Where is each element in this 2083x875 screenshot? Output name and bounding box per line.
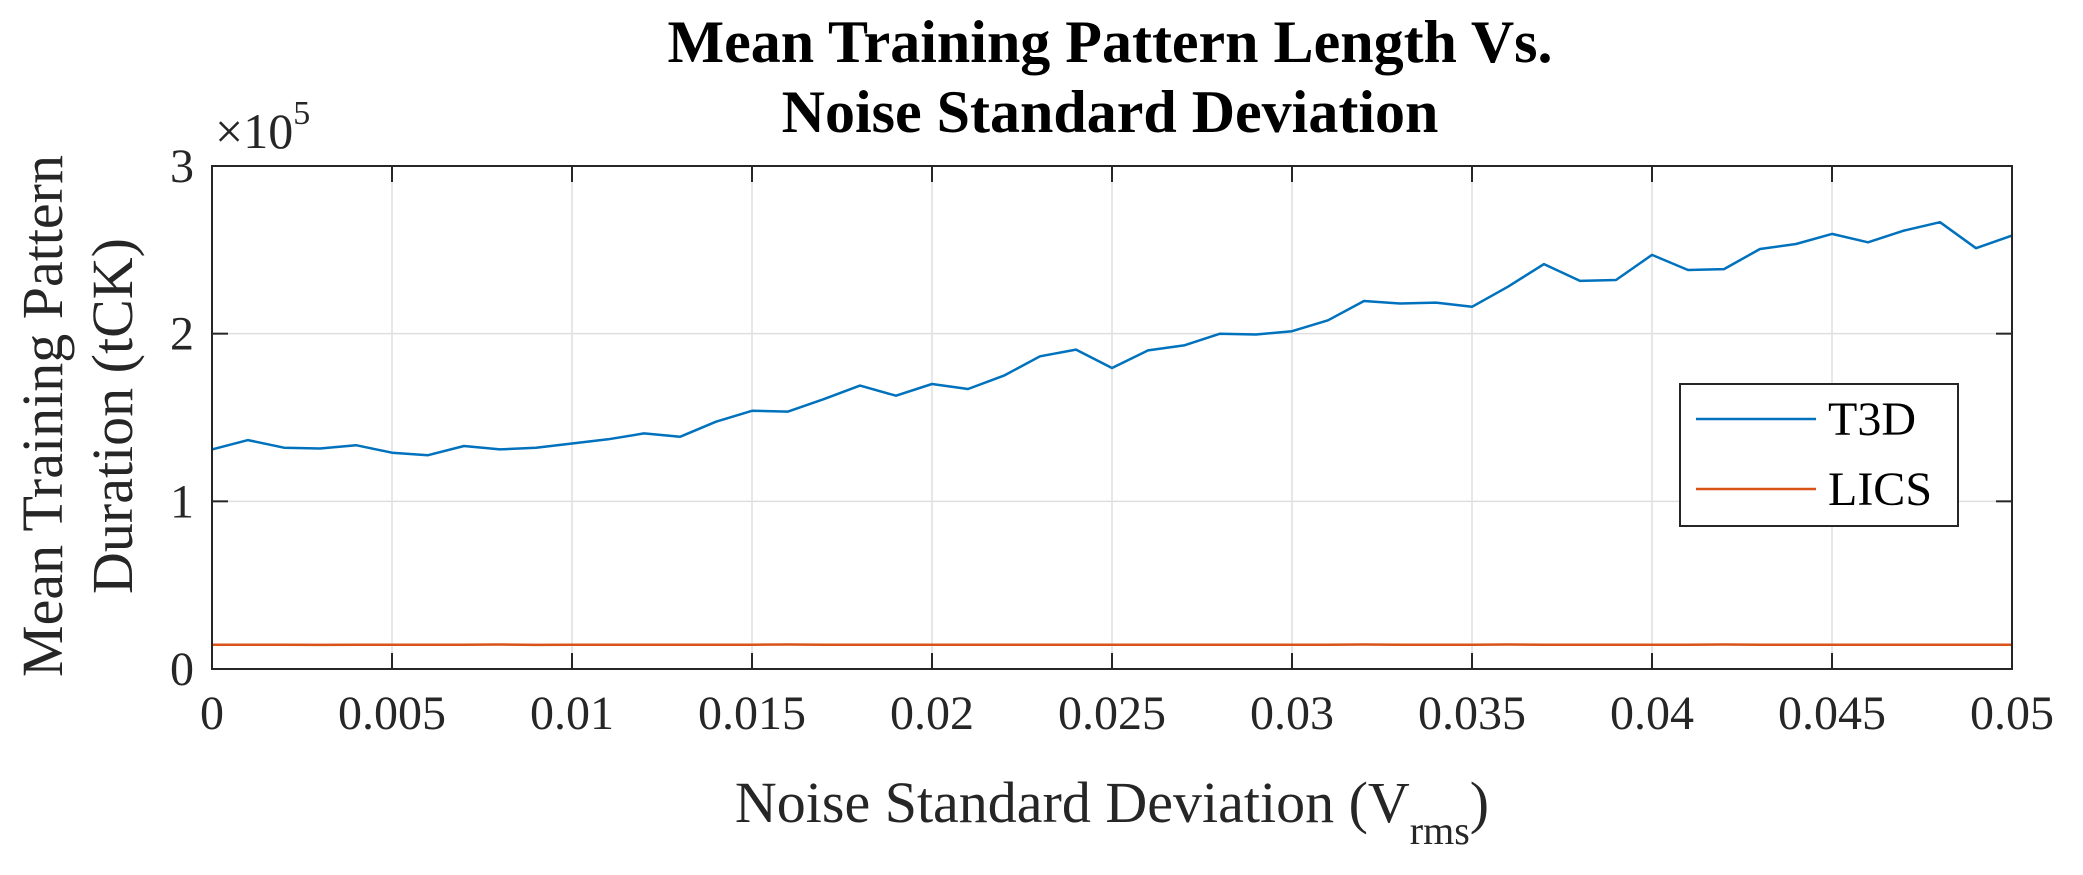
x-tick-label: 0.045 (1778, 687, 1886, 740)
x-tick-label: 0.02 (890, 687, 974, 740)
y-exponent-label: ×105 (215, 95, 310, 159)
y-tick-label: 2 (170, 308, 194, 361)
series-line-t3d (211, 220, 2013, 457)
series-lines (211, 220, 2013, 647)
legend-label-lics: LICS (1828, 463, 1932, 516)
x-tick-label: 0.04 (1610, 687, 1694, 740)
y-axis-label: Mean Training Pattern Duration (tCK) (10, 155, 145, 677)
x-axis-label-subscript: rms (1410, 808, 1470, 853)
y-axis-label-line-1: Mean Training Pattern (10, 155, 75, 677)
legend-label-t3d: T3D (1828, 393, 1916, 446)
x-axis-label-main: Noise Standard Deviation (V (735, 770, 1410, 835)
x-tick-label: 0.025 (1058, 687, 1166, 740)
y-tick-label: 0 (170, 643, 194, 696)
y-exponent-prefix: ×10 (215, 103, 293, 159)
chart-title-line-1: Mean Training Pattern Length Vs. (667, 9, 1552, 75)
chart-title-line-2: Noise Standard Deviation (782, 79, 1439, 145)
x-axis-label: Noise Standard Deviation (Vrms) (735, 770, 1489, 853)
x-tick-label: 0.005 (338, 687, 446, 740)
y-tick-label: 1 (170, 475, 194, 528)
y-axis-label-line-2: Duration (tCK) (80, 238, 145, 594)
x-tick-label: 0.05 (1970, 687, 2054, 740)
x-tick-label: 0 (200, 687, 224, 740)
y-tick-label: 3 (170, 140, 194, 193)
x-tick-label: 0.03 (1250, 687, 1334, 740)
y-exponent-value: 5 (293, 95, 310, 132)
axis-ticks: 0 0.005 0.01 0.015 0.02 0.025 0.03 0.035 0.04 0.0… (170, 140, 2054, 740)
x-tick-label: 0.015 (698, 687, 806, 740)
x-tick-label: 0.035 (1418, 687, 1526, 740)
x-axis-label-suffix: ) (1470, 770, 1489, 835)
legend-box (1679, 383, 1959, 527)
legend: T3D LICS (1679, 383, 1959, 527)
x-tick-label: 0.01 (530, 687, 614, 740)
